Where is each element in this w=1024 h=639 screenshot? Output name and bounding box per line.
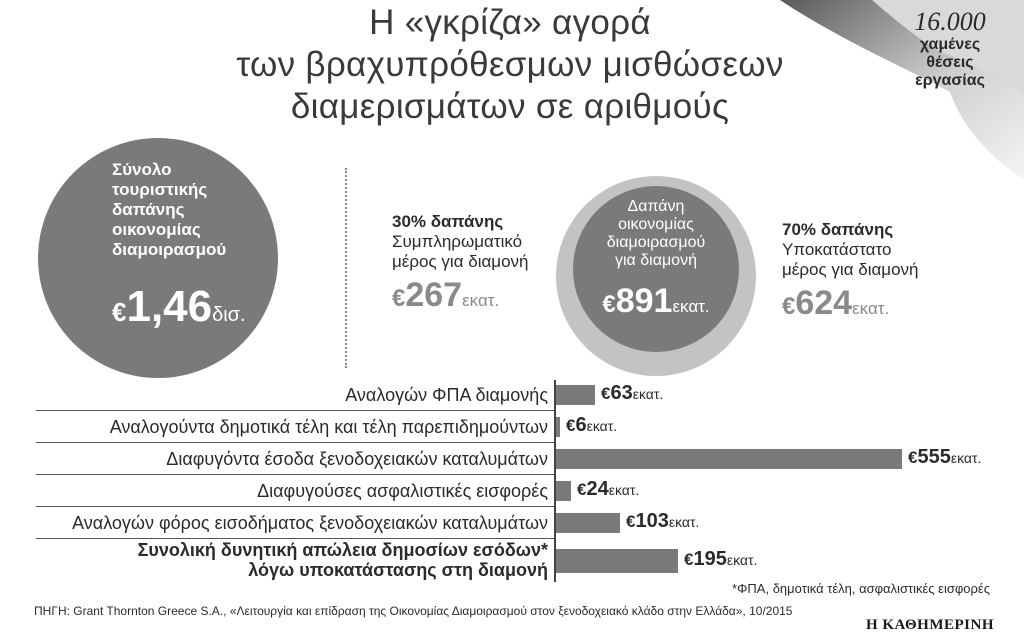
row-separator: [36, 538, 556, 539]
bar-label: Συνολική δυνητική απώλεια δημοσίων εσόδω…: [137, 540, 548, 580]
row-separator: [36, 410, 556, 411]
accommodation-label: Δαπάνη οικονομίας διαμοιρασμού για διαμο…: [606, 198, 706, 269]
bar: [556, 385, 595, 405]
jobs-lost-label: χαμένες θέσεις εργασίας: [915, 36, 985, 89]
bar-label: Αναλογούντα δημοτικά τέλη και τέλη παρεπ…: [109, 417, 548, 437]
footnote: *ΦΠΑ, δημοτικά τέλη, ασφαλιστικές εισφορ…: [731, 581, 990, 596]
bar-value-label: €6εκατ.: [566, 414, 618, 436]
share-30-value: €267εκατ.: [392, 276, 500, 314]
bar: [556, 449, 902, 469]
total-spending-circle: [38, 138, 278, 378]
bar: [556, 549, 678, 573]
share-30-title: 30% δαπάνης: [392, 212, 504, 231]
bar-label: Αναλογών ΦΠΑ διαμονής: [345, 385, 548, 405]
bar-value-label: €103εκατ.: [626, 510, 700, 532]
share-70-desc: Υποκατάστατο μέρος για διαμονή: [782, 240, 919, 279]
bar: [556, 417, 560, 437]
share-70-title: 70% δαπάνης: [782, 220, 894, 239]
total-spending-label: Σύνολο τουριστικής δαπάνης οικονομίας δι…: [112, 160, 227, 259]
row-separator: [36, 506, 556, 507]
bar-label: Διαφυγούσες ασφαλιστικές εισφορές: [257, 481, 548, 501]
bar-label: Διαφυγόντα έσοδα ξενοδοχειακών καταλυμάτ…: [166, 449, 548, 469]
dotted-divider: [345, 168, 347, 368]
bar-value-label: €555εκατ.: [908, 446, 982, 468]
page-curl-graphic: [780, 0, 1024, 180]
total-spending-value: €1,46δισ.: [112, 282, 246, 331]
share-70-block: 70% δαπάνης Υποκατάστατο μέρος για διαμο…: [782, 220, 919, 323]
bar-value-label: €63εκατ.: [601, 382, 664, 404]
bar: [556, 481, 571, 501]
page-title: Η «γκρίζα» αγορά των βραχυπρόθεσμων μισθ…: [236, 3, 784, 126]
bar-value-label: €24εκατ.: [577, 478, 640, 500]
bar-axis-line: [554, 380, 556, 582]
accommodation-circle: [573, 186, 739, 352]
brand-logo: Η ΚΑΘΗΜΕΡΙΝΗ: [865, 617, 994, 633]
row-separator: [36, 474, 556, 475]
jobs-lost-number: 16.000: [914, 7, 986, 36]
source-note: ΠΗΓΗ: Grant Thornton Greece S.A., «Λειτο…: [34, 604, 793, 618]
share-30-desc: Συμπληρωματικό μέρος για διαμονή: [392, 232, 529, 271]
bar-label: Αναλογών φόρος εισοδήματος ξενοδοχειακών…: [72, 513, 548, 533]
bar-value-label: €195εκατ.: [684, 548, 758, 570]
bar: [556, 513, 620, 533]
jobs-lost-callout: 16.000 χαμένες θέσεις εργασίας: [880, 8, 1020, 90]
row-separator: [36, 442, 556, 443]
accommodation-value: €891εκατ.: [602, 282, 710, 320]
share-70-value: €624εκατ.: [782, 284, 890, 322]
share-30-block: 30% δαπάνης Συμπληρωματικό μέρος για δια…: [392, 212, 529, 315]
